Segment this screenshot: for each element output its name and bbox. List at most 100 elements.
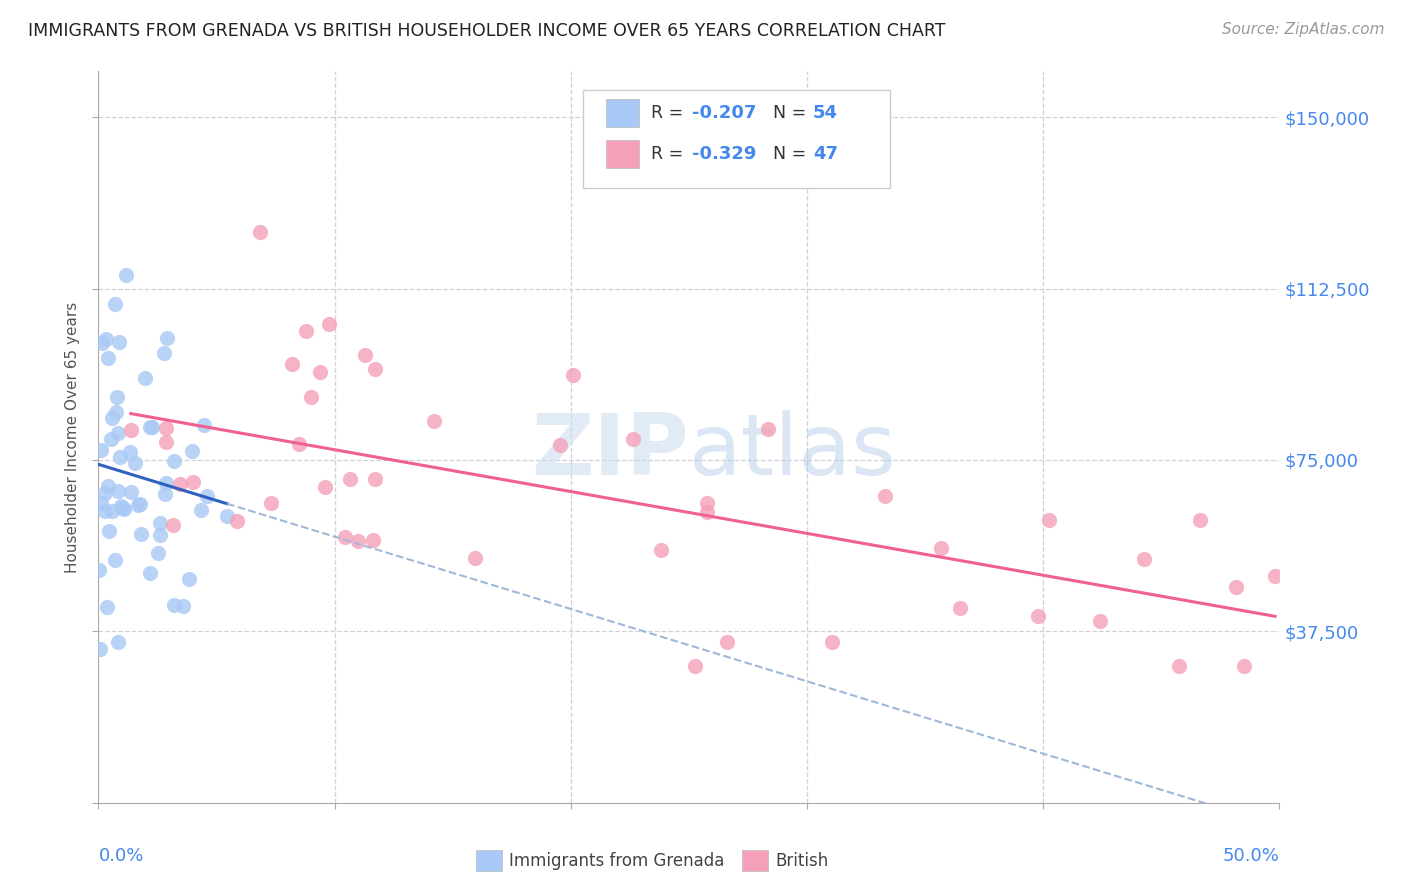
Point <box>1038 513 1060 527</box>
Point <box>97 478 120 492</box>
Point <box>873 489 896 503</box>
Point <box>131 527 153 541</box>
Point <box>100 433 122 447</box>
Y-axis label: Householder Income Over 65 years: Householder Income Over 65 years <box>65 301 80 573</box>
Point <box>139 420 162 434</box>
Point <box>295 324 318 338</box>
Point <box>696 496 718 510</box>
Text: R =: R = <box>651 145 689 163</box>
Point <box>105 390 128 404</box>
Point <box>90 442 112 457</box>
Point <box>149 516 172 530</box>
FancyBboxPatch shape <box>582 90 890 188</box>
Point <box>162 517 184 532</box>
Point <box>124 456 146 470</box>
Point <box>127 498 149 512</box>
Point <box>107 426 129 441</box>
Point <box>115 268 138 282</box>
Point <box>129 497 152 511</box>
Point <box>195 489 218 503</box>
Point <box>163 454 186 468</box>
Text: 0.0%: 0.0% <box>98 847 143 864</box>
Bar <box>606 99 640 127</box>
Point <box>89 563 111 577</box>
Point <box>91 336 114 351</box>
Point <box>107 484 129 499</box>
Point <box>96 600 118 615</box>
Text: R =: R = <box>651 104 689 122</box>
Point <box>97 351 120 365</box>
Point <box>179 572 201 586</box>
Point <box>94 504 117 518</box>
Point <box>172 599 194 614</box>
Point <box>339 472 361 486</box>
Point <box>94 486 117 500</box>
Point <box>309 365 332 379</box>
Point <box>107 634 129 648</box>
Point <box>299 391 322 405</box>
Point <box>139 566 162 580</box>
Point <box>354 348 377 362</box>
Point <box>650 543 672 558</box>
Point <box>1168 658 1191 673</box>
Point <box>155 434 177 449</box>
Point <box>90 495 112 509</box>
Text: ZIP: ZIP <box>531 410 689 493</box>
Point <box>1189 513 1212 527</box>
Point <box>1233 658 1256 673</box>
Point <box>101 504 124 518</box>
Point <box>169 477 191 491</box>
Text: British: British <box>775 853 828 871</box>
Point <box>111 501 134 516</box>
Point <box>318 317 340 331</box>
Point <box>110 450 132 464</box>
Point <box>548 437 571 451</box>
Bar <box>606 140 640 168</box>
Point <box>562 368 585 382</box>
Point <box>621 432 644 446</box>
Point <box>110 499 132 513</box>
Point <box>225 514 247 528</box>
Point <box>288 437 311 451</box>
Point <box>249 225 271 239</box>
Point <box>190 503 212 517</box>
Point <box>148 546 170 560</box>
Point <box>153 487 176 501</box>
Point <box>104 296 127 310</box>
Point <box>153 346 176 360</box>
Point <box>181 475 204 489</box>
Point <box>181 443 204 458</box>
Point <box>105 404 128 418</box>
Point <box>347 533 370 548</box>
Text: N =: N = <box>762 145 811 163</box>
Point <box>155 476 177 491</box>
Point <box>464 551 486 566</box>
Point <box>696 505 718 519</box>
Point <box>716 635 738 649</box>
Point <box>89 641 111 656</box>
Point <box>260 495 283 509</box>
Text: 50.0%: 50.0% <box>1223 847 1279 864</box>
Text: Immigrants from Grenada: Immigrants from Grenada <box>509 853 725 871</box>
Point <box>193 417 215 432</box>
Point <box>364 361 387 376</box>
Point <box>108 335 131 350</box>
Point <box>155 331 177 345</box>
Point <box>100 410 122 425</box>
Text: N =: N = <box>762 104 811 122</box>
Bar <box>742 850 768 871</box>
Point <box>163 598 186 612</box>
Point <box>422 414 444 428</box>
Point <box>98 524 121 538</box>
Point <box>1225 580 1247 594</box>
Point <box>758 422 780 436</box>
Point <box>217 509 239 524</box>
Text: -0.329: -0.329 <box>693 145 756 163</box>
Point <box>118 445 141 459</box>
Point <box>104 553 127 567</box>
Point <box>1133 551 1156 566</box>
Point <box>820 635 842 649</box>
Point <box>94 332 117 346</box>
Text: atlas: atlas <box>689 410 897 493</box>
Point <box>149 527 172 541</box>
